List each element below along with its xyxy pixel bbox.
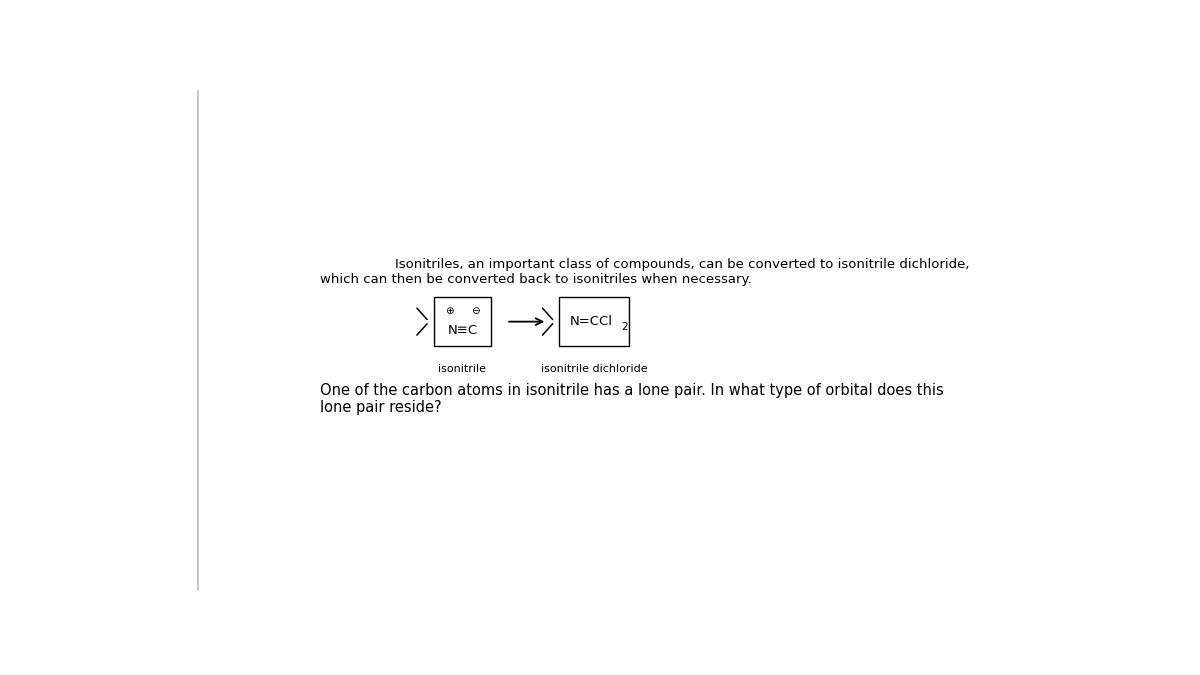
Text: ⊕: ⊕ <box>445 306 454 315</box>
Text: 2: 2 <box>622 322 628 332</box>
Text: isonitrile: isonitrile <box>438 364 486 374</box>
Text: One of the carbon atoms in isonitrile has a lone pair. In what type of orbital d: One of the carbon atoms in isonitrile ha… <box>320 383 944 398</box>
Text: Isonitriles, an important class of compounds, can be converted to isonitrile dic: Isonitriles, an important class of compo… <box>395 258 970 271</box>
Text: which can then be converted back to isonitriles when necessary.: which can then be converted back to ison… <box>320 273 752 286</box>
Text: lone pair reside?: lone pair reside? <box>320 400 442 414</box>
FancyBboxPatch shape <box>559 297 629 346</box>
Text: isonitrile dichloride: isonitrile dichloride <box>541 364 648 374</box>
Text: N≡C: N≡C <box>448 324 478 337</box>
Text: ⊖: ⊖ <box>470 306 480 315</box>
FancyBboxPatch shape <box>433 297 491 346</box>
Text: N=CCl: N=CCl <box>570 315 613 328</box>
